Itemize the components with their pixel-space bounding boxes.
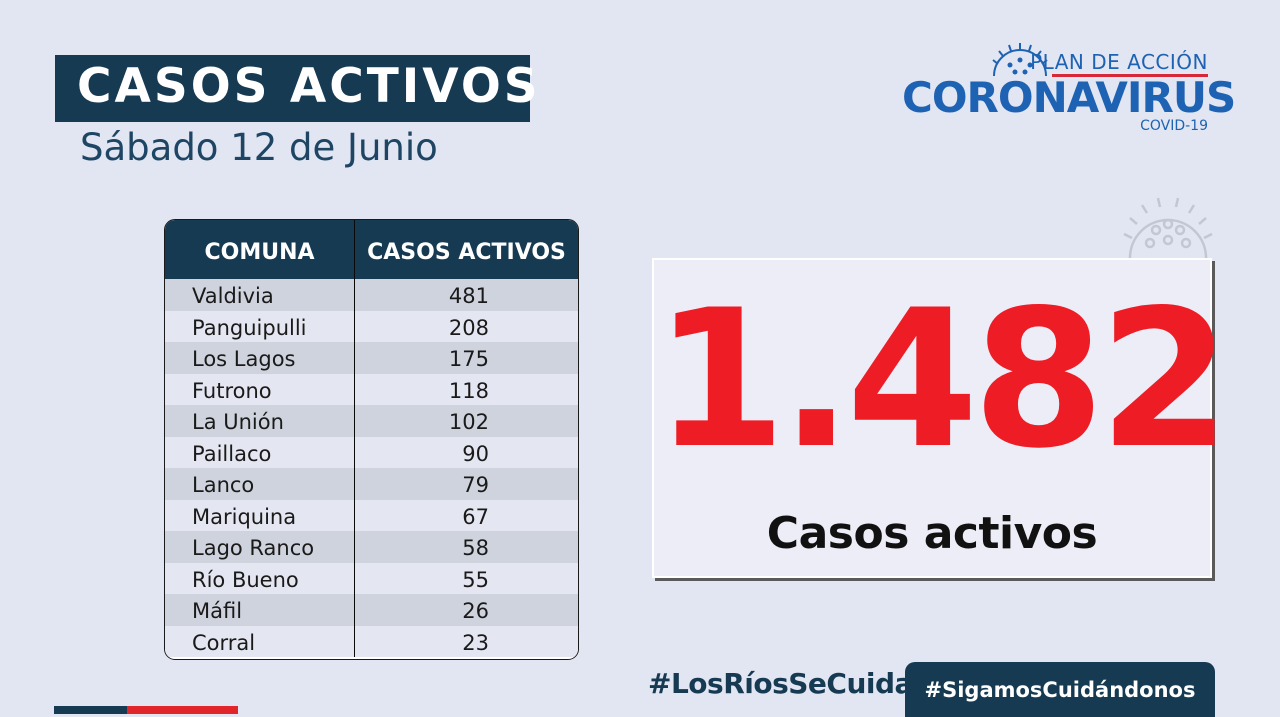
- casos-cell: 118: [448, 378, 489, 403]
- total-label: Casos activos: [766, 508, 1098, 559]
- table-row: Futrono 118: [165, 373, 578, 405]
- comuna-cell: Los Lagos: [165, 342, 355, 374]
- logo-plan-text: PLAN DE ACCIÓN: [1030, 50, 1208, 74]
- comuna-cell: Mariquina: [165, 499, 355, 531]
- virus-decoration-icon: [1123, 197, 1213, 258]
- table-row: La Unión 102: [165, 405, 578, 437]
- hashtag-sigamos: #SigamosCuidándonos: [905, 662, 1215, 717]
- casos-cell: 55: [462, 567, 489, 592]
- footer-bar-red: [127, 706, 238, 714]
- table-row: Panguipulli 208: [165, 310, 578, 342]
- total-value: 1.482: [654, 269, 1231, 490]
- casos-cell: 67: [462, 504, 489, 529]
- comuna-cell: Corral: [165, 625, 355, 657]
- total-card: 1.482 Casos activos: [652, 258, 1231, 578]
- comuna-cell: Río Bueno: [165, 562, 355, 594]
- table-row: Corral 23: [165, 625, 578, 657]
- casos-cell: 481: [448, 284, 489, 308]
- column-header-casos: CASOS ACTIVOS: [367, 240, 566, 265]
- coronavirus-icon: [992, 43, 1048, 77]
- casos-cell: 208: [448, 315, 489, 340]
- footer-bar-blue: [54, 706, 127, 714]
- logo-subtitle: COVID-19: [1140, 118, 1208, 134]
- comuna-cell: Panguipulli: [165, 310, 355, 342]
- comuna-cell: Lanco: [165, 468, 355, 500]
- comuna-cell: Lago Ranco: [165, 531, 355, 563]
- casos-cell: 79: [462, 473, 489, 497]
- casos-cell: 58: [462, 536, 489, 560]
- comuna-cell: La Unión: [165, 405, 355, 437]
- column-header-comuna: COMUNA: [165, 220, 355, 279]
- casos-cell: 26: [462, 599, 489, 623]
- casos-cell: 175: [448, 347, 489, 371]
- table-row: Máfil 26: [165, 594, 578, 626]
- casos-cell: 23: [462, 630, 489, 655]
- logo-divider: [1052, 74, 1208, 77]
- page-title: CASOS ACTIVOS: [55, 55, 538, 122]
- casos-cell: 102: [448, 410, 489, 434]
- comuna-cell: Valdivia: [165, 279, 355, 311]
- table-row: Los Lagos 175: [165, 342, 578, 374]
- table-row: Lago Ranco 58: [165, 531, 578, 563]
- coronavirus-logo: PLAN DE ACCIÓN CORONAVIRUS COVID-19: [900, 40, 1236, 140]
- date-subtitle: Sábado 12 de Junio: [80, 126, 438, 169]
- logo-name: CORONAVIRUS: [902, 73, 1236, 122]
- table-row: Lanco 79: [165, 468, 578, 500]
- table-row: Paillaco 90: [165, 436, 578, 468]
- table-header: COMUNA CASOS ACTIVOS: [165, 220, 578, 279]
- comuna-cell: Máfil: [165, 594, 355, 626]
- comuna-cell: Futrono: [165, 373, 355, 405]
- casos-table: COMUNA CASOS ACTIVOS Valdivia 481 Panguip…: [164, 219, 579, 660]
- table-row: Mariquina 67: [165, 499, 578, 531]
- table-row: Río Bueno 55: [165, 562, 578, 594]
- table-body: Valdivia 481 Panguipulli 208 Los Lagos 175 …: [165, 279, 578, 657]
- table-row: Valdivia 481: [165, 279, 578, 311]
- hashtag-los-rios: #LosRíosSeCuida: [648, 667, 913, 700]
- casos-cell: 90: [462, 441, 489, 466]
- comuna-cell: Paillaco: [165, 436, 355, 468]
